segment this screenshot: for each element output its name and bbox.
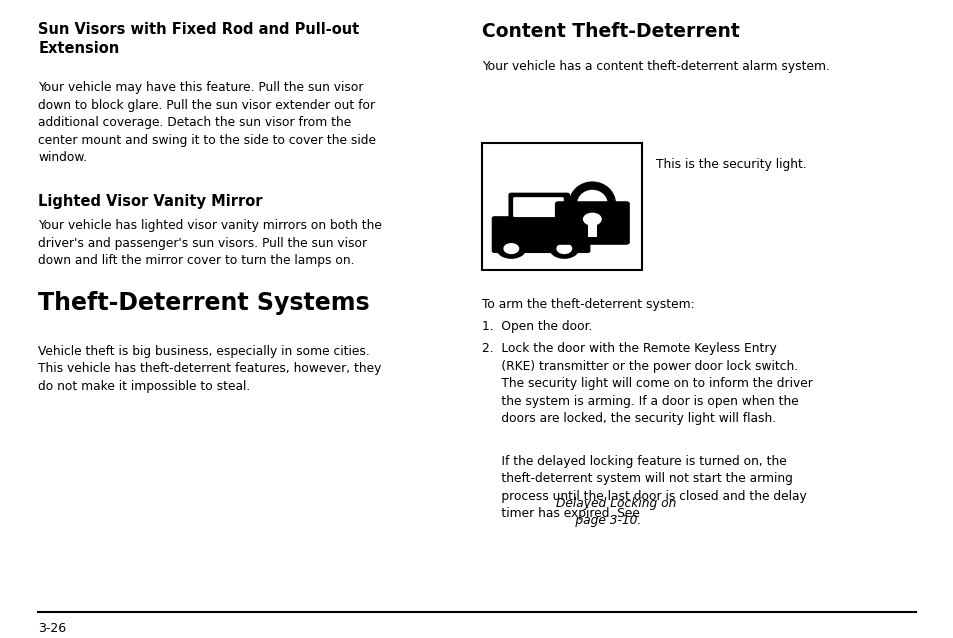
Circle shape	[583, 213, 600, 225]
Bar	[481, 143, 641, 271]
Text: To arm the theft-deterrent system:: To arm the theft-deterrent system:	[481, 297, 694, 311]
Text: This is the security light.: This is the security light.	[656, 158, 806, 172]
Text: If the delayed locking feature is turned on, the
     theft-deterrent system wil: If the delayed locking feature is turned…	[481, 455, 805, 520]
Circle shape	[497, 239, 525, 258]
Text: 2.  Lock the door with the Remote Keyless Entry
     (RKE) transmitter or the po: 2. Lock the door with the Remote Keyless…	[481, 342, 812, 425]
Text: Your vehicle has lighted visor vanity mirrors on both the
driver's and passenger: Your vehicle has lighted visor vanity mi…	[38, 219, 381, 267]
Text: Theft-Deterrent Systems: Theft-Deterrent Systems	[38, 291, 370, 315]
Text: Delayed Locking on
     page 3-10.: Delayed Locking on page 3-10.	[556, 497, 676, 528]
Circle shape	[550, 239, 578, 258]
FancyBboxPatch shape	[555, 201, 629, 245]
FancyBboxPatch shape	[508, 193, 569, 221]
Text: Lighted Visor Vanity Mirror: Lighted Visor Vanity Mirror	[38, 194, 262, 209]
Circle shape	[557, 244, 571, 253]
Text: 1.  Open the door.: 1. Open the door.	[481, 320, 592, 334]
Circle shape	[503, 244, 518, 253]
Text: Vehicle theft is big business, especially in some cities.
This vehicle has theft: Vehicle theft is big business, especiall…	[38, 345, 381, 392]
Text: Sun Visors with Fixed Rod and Pull-out
Extension: Sun Visors with Fixed Rod and Pull-out E…	[38, 22, 359, 56]
Text: Content Theft-Deterrent: Content Theft-Deterrent	[481, 22, 739, 41]
FancyBboxPatch shape	[491, 216, 590, 253]
Bar	[588, 220, 597, 237]
Text: 3-26: 3-26	[38, 622, 66, 635]
Text: Your vehicle may have this feature. Pull the sun visor
down to block glare. Pull: Your vehicle may have this feature. Pull…	[38, 82, 375, 165]
FancyBboxPatch shape	[513, 197, 563, 217]
Text: Your vehicle has a content theft-deterrent alarm system.: Your vehicle has a content theft-deterre…	[481, 60, 829, 73]
